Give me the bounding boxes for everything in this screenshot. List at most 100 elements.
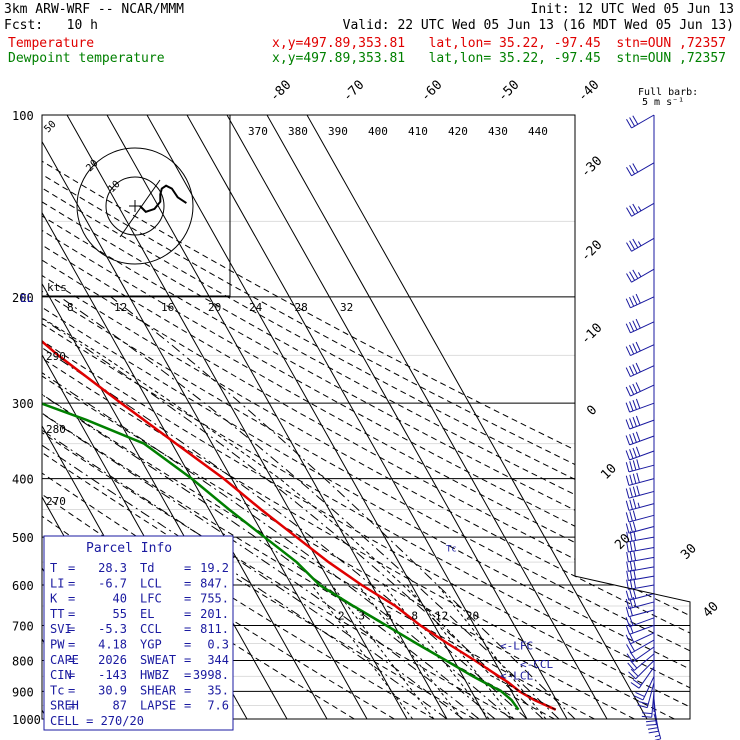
wind-barb-flag bbox=[629, 570, 633, 581]
parcel-equals: = bbox=[68, 653, 75, 667]
wind-barb-flag bbox=[629, 651, 637, 661]
wind-barb-flag bbox=[628, 671, 636, 680]
wind-barb-staff bbox=[628, 490, 655, 499]
isobar-label: 200 bbox=[12, 291, 34, 305]
wind-barb-flag bbox=[625, 512, 630, 523]
wind-barb-flag bbox=[632, 460, 637, 471]
parcel-info-row: TT 55 EL 201. = = bbox=[50, 607, 229, 621]
wind-barb-staff bbox=[630, 296, 655, 309]
parcel-equals: = bbox=[184, 653, 191, 667]
wind-barb-staff bbox=[630, 321, 655, 334]
wind-barb bbox=[626, 560, 655, 572]
parcel-equals: = bbox=[184, 607, 191, 621]
isobar-label: 800 bbox=[12, 654, 34, 668]
wind-barb-flag bbox=[633, 695, 644, 701]
wind-barb-flag bbox=[625, 634, 631, 645]
el-marker: EL bbox=[20, 292, 34, 305]
theta-label: 410 bbox=[408, 125, 428, 138]
mixing-ratio-line bbox=[406, 584, 514, 719]
wind-barb bbox=[625, 341, 655, 357]
wind-barb bbox=[625, 382, 655, 397]
isotherm-label: 40 bbox=[700, 599, 722, 621]
parcel-value: -6.7 bbox=[98, 576, 127, 590]
wind-barb-flag bbox=[629, 487, 633, 498]
wind-barb-flag bbox=[635, 382, 641, 392]
parcel-value: 0.3 bbox=[207, 638, 229, 652]
wind-barb bbox=[633, 676, 655, 701]
wind-barb-flag bbox=[625, 500, 630, 511]
wind-barb-staff bbox=[629, 450, 655, 461]
wind-barb-flag bbox=[625, 523, 630, 534]
wind-barb-flag bbox=[632, 447, 637, 458]
wind-barb bbox=[625, 498, 655, 511]
model-title: 3km ARW-WRF -- NCAR/MMM bbox=[4, 2, 185, 17]
parcel-equals: = bbox=[184, 622, 191, 636]
wind-key: Full barb: 5 m s⁻¹ bbox=[638, 87, 698, 108]
parcel-key: SWEAT bbox=[140, 653, 176, 667]
parcel-value: 755. bbox=[200, 592, 229, 606]
wind-barb-flag bbox=[632, 364, 638, 374]
wind-barb bbox=[630, 666, 655, 689]
mixing-ratio-label: 20 bbox=[466, 609, 479, 622]
wind-barb bbox=[626, 202, 655, 217]
isotherm-line bbox=[42, 115, 368, 719]
wind-barb bbox=[626, 237, 655, 252]
mixing-ratio-line bbox=[383, 584, 490, 719]
isobar-label: 700 bbox=[12, 619, 34, 633]
parcel-value: 7.6 bbox=[207, 699, 229, 713]
parcel-equals: = bbox=[68, 638, 75, 652]
wind-barb-flag bbox=[633, 560, 637, 571]
dry-adiabat bbox=[42, 115, 690, 719]
moist-adiabat bbox=[42, 296, 464, 719]
mixing-ratio-label: 2 bbox=[338, 609, 345, 622]
wind-barb-flag bbox=[636, 472, 640, 483]
parcel-info-row: PW 4.18 YGP 0.3 = = bbox=[50, 638, 229, 652]
wind-barb bbox=[637, 682, 655, 709]
wind-barb-staff bbox=[635, 660, 655, 680]
wind-barb-flag bbox=[629, 401, 634, 411]
parcel-equals: = bbox=[184, 561, 191, 575]
wind-barb-flag bbox=[625, 435, 631, 446]
theta-label: 400 bbox=[368, 125, 388, 138]
isobar-label: 100 bbox=[12, 109, 34, 123]
wind-barb-flag bbox=[636, 459, 640, 470]
hodo-ring bbox=[105, 176, 165, 236]
parcel-key: K bbox=[50, 592, 58, 606]
isotherm-line bbox=[106, 115, 448, 719]
wind-barb-flag bbox=[629, 589, 633, 600]
wind-barb-flag bbox=[629, 205, 636, 215]
isotherm-label: -20 bbox=[578, 238, 605, 265]
wind-barb-flag bbox=[635, 293, 641, 304]
theta-label: 270 bbox=[46, 495, 66, 508]
wind-barb-flag bbox=[632, 473, 637, 484]
wind-barb-staff bbox=[638, 666, 655, 689]
storm-motion-line bbox=[119, 179, 161, 238]
wind-barb-staff bbox=[630, 365, 655, 378]
wind-barb-flag bbox=[647, 727, 658, 730]
isobar-label: 400 bbox=[12, 473, 34, 487]
parcel-info-title: Parcel Info bbox=[86, 541, 172, 556]
wind-barb-flag bbox=[635, 398, 641, 409]
wind-barb-flag bbox=[629, 365, 635, 376]
wind-barb-flag bbox=[630, 668, 639, 677]
wind-barb-flag bbox=[625, 462, 630, 473]
wind-barb-flag bbox=[632, 163, 639, 173]
parcel-info-row: SVI -5.3 CCL 811. = = bbox=[50, 622, 229, 636]
wind-barb-flag bbox=[632, 486, 637, 497]
wind-barb-flag bbox=[635, 446, 641, 457]
parcel-value: 87 bbox=[113, 699, 127, 713]
parcel-equals: = bbox=[68, 576, 75, 590]
dry-adiabat bbox=[42, 115, 690, 719]
hodo-speed-label: 32 bbox=[340, 301, 353, 314]
wind-barb-flag bbox=[632, 269, 639, 279]
parcel-equals: = bbox=[68, 607, 75, 621]
parcel-key: Tc bbox=[50, 683, 64, 697]
hodo-ring-label: 20 bbox=[84, 158, 100, 174]
isotherm-label: 10 bbox=[598, 461, 620, 483]
wind-barb-flag bbox=[648, 730, 659, 734]
parcel-equals: = bbox=[68, 561, 75, 575]
wind-barb-flag bbox=[625, 419, 631, 430]
theta-label: 370 bbox=[248, 125, 268, 138]
parcel-value: 35. bbox=[207, 683, 229, 697]
wind-barb-half-flag bbox=[637, 206, 642, 212]
